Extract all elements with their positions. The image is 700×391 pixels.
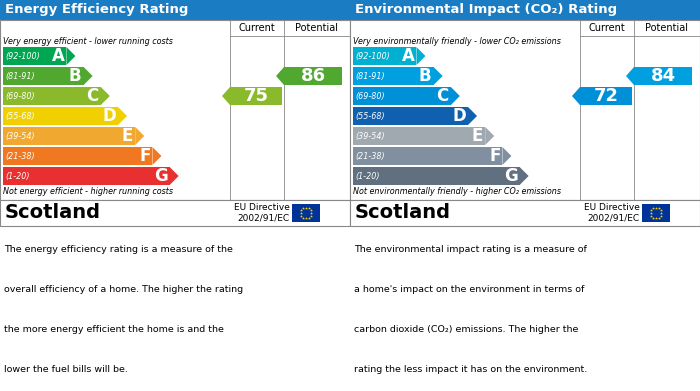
Bar — [3, 87, 101, 105]
Polygon shape — [451, 87, 460, 105]
Text: Scotland: Scotland — [355, 203, 451, 222]
Polygon shape — [83, 67, 92, 85]
Text: (81-91): (81-91) — [355, 72, 384, 81]
Polygon shape — [222, 87, 230, 105]
Text: G: G — [504, 167, 517, 185]
Text: (55-68): (55-68) — [355, 111, 384, 120]
Bar — [292, 204, 320, 222]
Text: rating the less impact it has on the environment.: rating the less impact it has on the env… — [354, 365, 587, 374]
Bar — [3, 147, 153, 165]
Bar — [353, 87, 451, 105]
Text: 75: 75 — [244, 87, 269, 105]
Text: Current: Current — [589, 23, 625, 33]
Bar — [353, 147, 503, 165]
Text: A: A — [52, 47, 64, 65]
Text: E: E — [122, 127, 133, 145]
Text: F: F — [489, 147, 500, 165]
Polygon shape — [101, 87, 110, 105]
Bar — [353, 67, 433, 85]
Text: (1-20): (1-20) — [355, 172, 379, 181]
Text: EU Directive
2002/91/EC: EU Directive 2002/91/EC — [234, 203, 290, 223]
Polygon shape — [118, 107, 127, 125]
Text: Very energy efficient - lower running costs: Very energy efficient - lower running co… — [3, 38, 173, 47]
Bar — [0, 200, 350, 226]
Text: Not environmentally friendly - higher CO₂ emissions: Not environmentally friendly - higher CO… — [353, 188, 561, 197]
Text: E: E — [472, 127, 483, 145]
Text: (21-38): (21-38) — [5, 151, 34, 160]
Text: carbon dioxide (CO₂) emissions. The higher the: carbon dioxide (CO₂) emissions. The high… — [354, 325, 578, 334]
Text: F: F — [139, 147, 150, 165]
Polygon shape — [135, 127, 144, 145]
Text: (69-80): (69-80) — [5, 91, 34, 100]
Bar — [353, 167, 519, 185]
Polygon shape — [433, 67, 442, 85]
Polygon shape — [416, 47, 426, 65]
Text: B: B — [419, 67, 432, 85]
Text: (69-80): (69-80) — [355, 91, 384, 100]
Text: (55-68): (55-68) — [5, 111, 34, 120]
Bar — [3, 167, 169, 185]
Text: D: D — [452, 107, 466, 125]
Text: G: G — [154, 167, 167, 185]
Bar — [350, 200, 700, 226]
Bar — [580, 87, 632, 105]
Text: (92-100): (92-100) — [5, 52, 40, 61]
Text: a home's impact on the environment in terms of: a home's impact on the environment in te… — [354, 285, 584, 294]
Bar — [3, 47, 66, 65]
Text: the more energy efficient the home is and the: the more energy efficient the home is an… — [4, 325, 224, 334]
Text: Not energy efficient - higher running costs: Not energy efficient - higher running co… — [3, 188, 173, 197]
Bar — [0, 0, 350, 20]
Text: Very environmentally friendly - lower CO₂ emissions: Very environmentally friendly - lower CO… — [353, 38, 561, 47]
Text: overall efficiency of a home. The higher the rating: overall efficiency of a home. The higher… — [4, 285, 243, 294]
Bar — [3, 127, 135, 145]
Text: C: C — [87, 87, 99, 105]
Text: lower the fuel bills will be.: lower the fuel bills will be. — [4, 365, 128, 374]
Bar — [350, 20, 700, 200]
Text: (81-91): (81-91) — [5, 72, 34, 81]
Bar — [353, 127, 485, 145]
Polygon shape — [626, 67, 634, 85]
Bar — [3, 107, 118, 125]
Text: (39-54): (39-54) — [5, 131, 34, 140]
Polygon shape — [503, 147, 512, 165]
Polygon shape — [468, 107, 477, 125]
Polygon shape — [519, 167, 528, 185]
Text: (1-20): (1-20) — [5, 172, 29, 181]
Polygon shape — [169, 167, 178, 185]
Text: C: C — [437, 87, 449, 105]
Bar — [284, 67, 342, 85]
Text: The environmental impact rating is a measure of: The environmental impact rating is a mea… — [354, 245, 587, 254]
Text: (21-38): (21-38) — [355, 151, 384, 160]
Bar — [353, 47, 416, 65]
Polygon shape — [572, 87, 580, 105]
Text: Environmental Impact (CO₂) Rating: Environmental Impact (CO₂) Rating — [355, 4, 617, 16]
Text: 72: 72 — [594, 87, 619, 105]
Text: Current: Current — [239, 23, 275, 33]
Polygon shape — [153, 147, 162, 165]
Bar — [642, 204, 670, 222]
Bar — [0, 20, 350, 200]
Text: 84: 84 — [650, 67, 676, 85]
Text: (92-100): (92-100) — [355, 52, 390, 61]
Text: The energy efficiency rating is a measure of the: The energy efficiency rating is a measur… — [4, 245, 233, 254]
Text: Potential: Potential — [645, 23, 689, 33]
Text: (39-54): (39-54) — [355, 131, 384, 140]
Bar — [3, 67, 83, 85]
Text: Scotland: Scotland — [5, 203, 101, 222]
Text: 86: 86 — [300, 67, 326, 85]
Polygon shape — [276, 67, 284, 85]
Text: D: D — [102, 107, 116, 125]
Polygon shape — [485, 127, 494, 145]
Polygon shape — [66, 47, 76, 65]
Bar — [634, 67, 692, 85]
Bar — [353, 107, 468, 125]
Text: B: B — [69, 67, 82, 85]
Bar — [230, 87, 282, 105]
Text: Potential: Potential — [295, 23, 339, 33]
Bar — [350, 0, 700, 20]
Text: EU Directive
2002/91/EC: EU Directive 2002/91/EC — [584, 203, 640, 223]
Text: Energy Efficiency Rating: Energy Efficiency Rating — [5, 4, 188, 16]
Text: A: A — [402, 47, 414, 65]
